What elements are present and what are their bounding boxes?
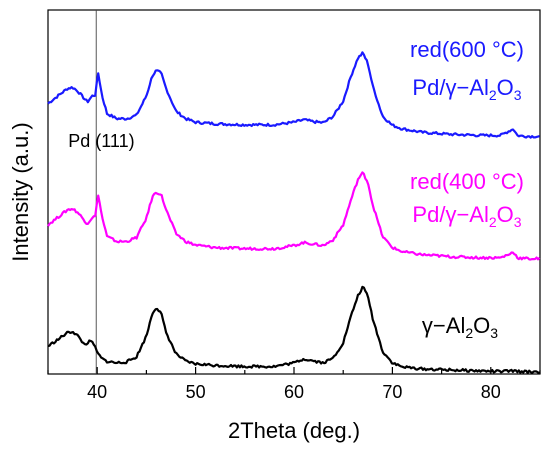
x-tick-label: 40 [87,382,107,402]
label-alumina-label_sub1: 2 [465,325,473,341]
label-600c-line2: Pd/γ−Al2O3 [412,75,521,103]
x-ticks: 40 50 60 70 80 [47,367,541,402]
pd-111-label: Pd (111) [68,131,134,151]
label-alumina-label_mid: O [473,313,490,338]
label-alumina-label_line2_pre: γ−Al [422,313,465,338]
label-600c-label_sub1: 2 [489,87,497,103]
label-600c-label_mid: O [497,75,514,100]
x-tick-label: 70 [382,382,402,402]
series-alumina-line [47,285,540,375]
label-alumina-label_sub2: 3 [490,325,498,341]
y-axis-title: Intensity (a.u.) [8,122,33,261]
x-axis-title: 2Theta (deg.) [228,418,360,443]
series-600c-line [47,51,540,139]
x-tick-label: 60 [284,382,304,402]
label-400c-line2: Pd/γ−Al2O3 [412,202,521,230]
label-600c-line1: red(600 °C) [410,37,524,62]
series-400c-line [47,171,541,261]
series-group [47,51,541,375]
label-600c-label_line2_pre: Pd/γ−Al [412,75,488,100]
label-400c-label_line2_pre: Pd/γ−Al [412,202,488,227]
label-400c-label_sub2: 3 [514,214,522,230]
x-tick-label: 50 [186,382,206,402]
x-tick-label: 80 [481,382,501,402]
label-400c-label_mid: O [497,202,514,227]
label-400c-line1: red(400 °C) [410,169,524,194]
label-alumina-line2: γ−Al2O3 [422,313,498,341]
label-400c-label_sub1: 2 [489,214,497,230]
label-600c-label_sub2: 3 [514,87,522,103]
